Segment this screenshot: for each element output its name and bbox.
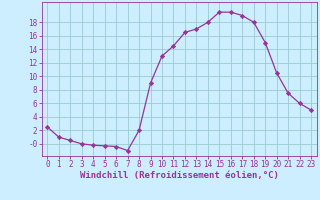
- X-axis label: Windchill (Refroidissement éolien,°C): Windchill (Refroidissement éolien,°C): [80, 171, 279, 180]
